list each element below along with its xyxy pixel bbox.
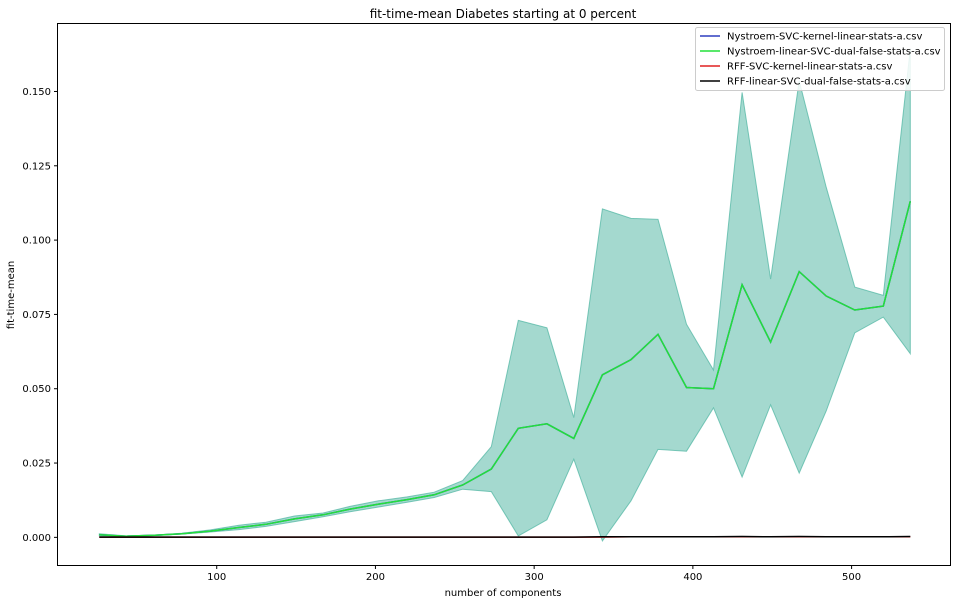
series-line-4 [99, 535, 911, 538]
y-tick-label: 0.050 [22, 384, 51, 395]
x-tick-label: 300 [525, 572, 544, 583]
legend: Nystroem-SVC-kernel-linear-stats-a.csv Ny… [695, 27, 945, 91]
confidence-band [98, 48, 911, 542]
y-axis-ticks: 0.000 0.025 0.050 0.075 0.100 0.125 0.150 [22, 87, 58, 544]
y-tick-label: 0.025 [22, 459, 51, 470]
x-axis-ticks: 100 200 300 400 500 [207, 565, 861, 583]
y-tick-label: 0.075 [22, 310, 51, 321]
legend-label: RFF-SVC-kernel-linear-stats-a.csv [727, 62, 893, 73]
y-tick-label: 0.100 [22, 236, 51, 247]
legend-box [695, 27, 945, 91]
x-tick-label: 100 [207, 572, 226, 583]
plot-frame [57, 23, 951, 566]
y-tick-label: 0.000 [22, 533, 51, 544]
legend-label: Nystroem-SVC-kernel-linear-stats-a.csv [727, 32, 922, 43]
band-area [98, 48, 911, 542]
x-tick-label: 200 [366, 572, 385, 583]
x-axis-label: number of components [445, 588, 562, 599]
legend-label: Nystroem-linear-SVC-dual-false-stats-a.c… [727, 47, 941, 58]
y-tick-label: 0.150 [22, 87, 51, 98]
chart-title: fit-time-mean Diabetes starting at 0 per… [370, 7, 637, 21]
series-line-2 [99, 201, 912, 537]
y-axis-label: fit-time-mean [6, 261, 17, 329]
x-tick-label: 500 [842, 572, 861, 583]
legend-label: RFF-linear-SVC-dual-false-stats-a.csv [727, 77, 911, 88]
legend-entries: Nystroem-SVC-kernel-linear-stats-a.csv Ny… [700, 32, 941, 88]
x-tick-label: 400 [683, 572, 702, 583]
series-lines [99, 201, 912, 538]
y-tick-label: 0.125 [22, 161, 51, 172]
